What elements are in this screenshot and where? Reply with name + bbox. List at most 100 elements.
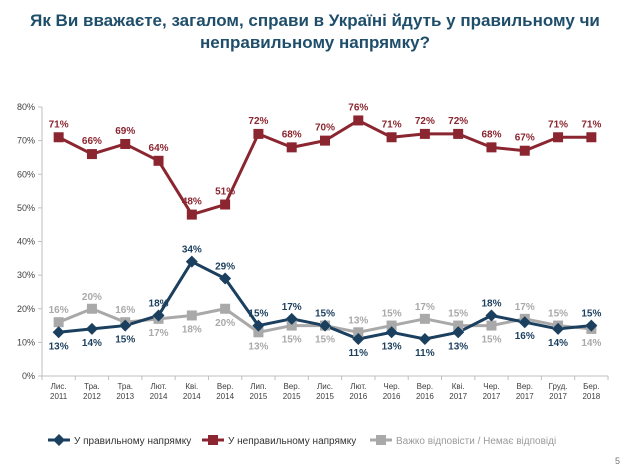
data-point-right: [552, 322, 565, 335]
data-label-wrong: 70%: [315, 123, 335, 134]
data-point-right: [518, 316, 531, 329]
data-point-right: [285, 312, 298, 325]
x-tick-label-month: Чер.: [483, 382, 499, 391]
x-tick-label-month: Вер.: [517, 382, 533, 391]
x-tick-label-year: 2017: [516, 392, 534, 401]
data-label-right: 17%: [282, 302, 302, 313]
data-point-hard: [53, 317, 64, 328]
data-point-wrong: [586, 132, 597, 143]
legend-label-hard: Важко відповісти / Немає відповіді: [396, 436, 556, 447]
data-label-right: 15%: [248, 309, 268, 320]
data-point-wrong: [120, 138, 131, 149]
legend-marker-wrong: [208, 435, 218, 445]
x-tick-label-year: 2016: [349, 392, 367, 401]
data-point-right: [452, 326, 465, 339]
data-label-hard: 20%: [215, 318, 235, 329]
data-point-hard: [186, 310, 197, 321]
data-label-hard: 15%: [448, 309, 468, 320]
x-tick-label-month: Лис.: [51, 382, 67, 391]
data-label-wrong: 68%: [282, 129, 302, 140]
data-point-right: [352, 333, 365, 346]
data-label-right: 13%: [448, 341, 468, 352]
data-label-hard: 15%: [315, 335, 335, 346]
x-tick-label-year: 2017: [449, 392, 467, 401]
data-label-wrong: 71%: [548, 119, 568, 130]
data-point-wrong: [453, 128, 464, 139]
x-tick-label-year: 2011: [50, 392, 68, 401]
data-point-wrong: [153, 155, 164, 166]
data-label-wrong: 71%: [49, 119, 69, 130]
data-label-hard: 16%: [115, 305, 135, 316]
x-tick-label-month: Лип.: [250, 382, 266, 391]
data-label-hard: 17%: [415, 302, 435, 313]
x-tick-label-year: 2017: [549, 392, 567, 401]
y-tick-label: 50%: [17, 203, 35, 213]
data-label-right: 13%: [49, 341, 69, 352]
data-point-wrong: [386, 132, 397, 143]
x-tick-label-year: 2014: [150, 392, 168, 401]
y-tick-label: 20%: [17, 304, 35, 314]
data-point-hard: [86, 303, 97, 314]
data-label-right: 11%: [415, 348, 435, 359]
data-label-right: 15%: [115, 335, 135, 346]
data-label-hard: 13%: [348, 315, 368, 326]
data-label-right: 18%: [481, 298, 501, 309]
x-tick-label-year: 2012: [83, 392, 101, 401]
y-tick-label: 0%: [22, 371, 35, 381]
data-label-hard: 15%: [282, 335, 302, 346]
series-line-wrong: [57, 118, 592, 217]
data-point-right: [418, 333, 431, 346]
data-label-right: 15%: [315, 309, 335, 320]
chart-title: Як Ви вважаєте, загалом, справи в Україн…: [0, 10, 630, 54]
legend-marker-hard: [376, 435, 386, 445]
data-point-right: [85, 322, 98, 335]
data-label-wrong: 71%: [382, 119, 402, 130]
data-point-right: [585, 319, 598, 332]
data-point-wrong: [419, 128, 430, 139]
x-tick-label-month: Лют.: [150, 382, 166, 391]
x-tick-label-year: 2014: [183, 392, 201, 401]
data-label-wrong: 66%: [82, 136, 102, 147]
data-label-wrong: 51%: [215, 187, 235, 198]
data-point-hard: [353, 327, 364, 338]
y-tick-label: 40%: [17, 237, 35, 247]
data-point-hard: [220, 303, 231, 314]
data-label-hard: 17%: [515, 302, 535, 313]
data-label-hard: 20%: [82, 292, 102, 303]
x-tick-label-year: 2018: [582, 392, 600, 401]
data-label-wrong: 69%: [115, 126, 135, 137]
data-point-wrong: [553, 132, 564, 143]
data-point-wrong: [486, 142, 497, 153]
data-label-right: 34%: [182, 245, 202, 256]
data-point-hard: [386, 320, 397, 331]
data-label-wrong: 72%: [415, 116, 435, 127]
x-tick-label-year: 2013: [116, 392, 134, 401]
data-label-wrong: 72%: [248, 116, 268, 127]
data-label-right: 14%: [548, 338, 568, 349]
data-point-wrong: [53, 132, 64, 143]
data-point-right: [319, 319, 331, 332]
data-point-wrong: [519, 145, 530, 156]
data-point-wrong: [286, 142, 297, 153]
data-point-hard: [453, 320, 464, 331]
data-point-wrong: [320, 135, 330, 146]
data-label-hard: 14%: [581, 338, 601, 349]
y-tick-label: 60%: [17, 169, 35, 179]
data-label-right: 18%: [149, 298, 169, 309]
data-label-wrong: 76%: [348, 102, 368, 113]
data-point-right: [152, 309, 165, 322]
data-point-right: [219, 272, 232, 285]
data-label-hard: 15%: [548, 309, 568, 320]
data-label-hard: 15%: [481, 335, 501, 346]
x-tick-label-month: Груд.: [549, 382, 568, 391]
data-label-right: 29%: [215, 261, 235, 272]
x-tick-label-month: Кві.: [185, 382, 198, 391]
data-point-right: [252, 319, 265, 332]
chart-title-line-2: неправильному напрямку?: [200, 33, 430, 52]
x-tick-label-month: Вер.: [283, 382, 299, 391]
x-tick-label-month: Вер.: [417, 382, 433, 391]
data-label-hard: 15%: [382, 309, 402, 320]
x-tick-label-month: Лис.: [317, 382, 333, 391]
data-point-hard: [419, 313, 430, 324]
legend-label-right: У правильному напрямку: [74, 436, 191, 447]
